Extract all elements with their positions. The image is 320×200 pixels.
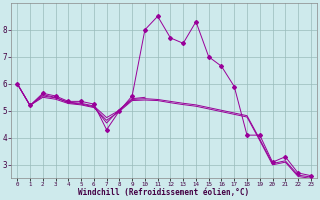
X-axis label: Windchill (Refroidissement éolien,°C): Windchill (Refroidissement éolien,°C) (78, 188, 250, 197)
